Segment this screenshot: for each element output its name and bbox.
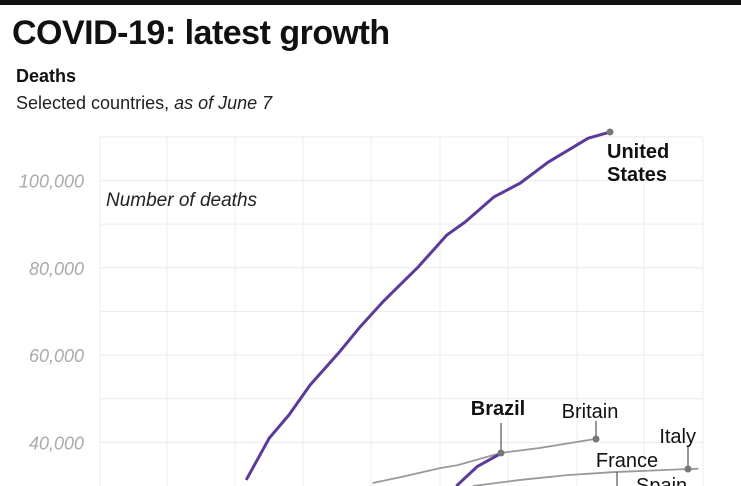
label-united-states-line1: United (607, 141, 669, 163)
y-tick-label: 60,000 (29, 346, 84, 366)
label-france: France (596, 450, 658, 472)
end-dot-brazil (497, 449, 505, 457)
end-dot-italy (684, 465, 692, 473)
series-line-united-states (244, 130, 611, 481)
label-united-states-line2: States (607, 164, 667, 186)
chart-subtitle: Selected countries, as of June 7 (16, 93, 272, 114)
y-tick-label: 100,000 (19, 172, 84, 192)
top-bar (0, 0, 741, 5)
end-dot-united-states (606, 128, 614, 136)
series-line-brazil (455, 451, 503, 486)
y-axis-label: Number of deaths (106, 190, 258, 211)
label-britain: Britain (562, 401, 619, 423)
subtitle-text: Selected countries, (16, 93, 175, 113)
label-spain: Spain (636, 475, 687, 486)
y-tick-label: 80,000 (29, 259, 84, 279)
subtitle-date: as of June 7 (174, 93, 273, 113)
label-italy: Italy (659, 426, 696, 448)
chart-subtitle-metric: Deaths (16, 66, 77, 86)
y-tick-label: 40,000 (29, 433, 84, 453)
series-line-britain (372, 438, 596, 484)
label-brazil: Brazil (471, 398, 525, 420)
end-dot-britain (592, 435, 600, 443)
chart-title: COVID-19: latest growth (12, 14, 390, 52)
